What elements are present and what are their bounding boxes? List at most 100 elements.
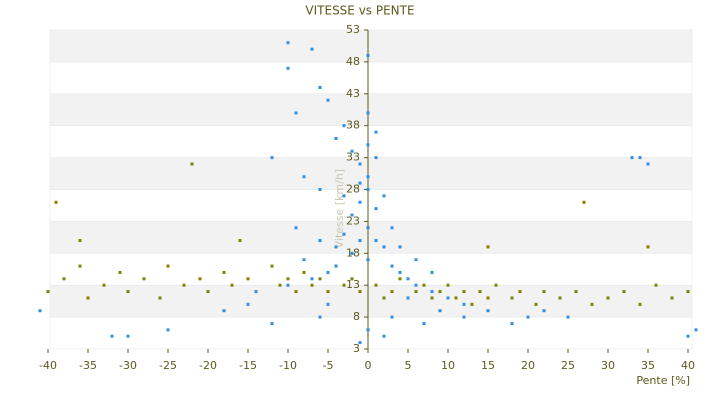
point	[302, 270, 306, 274]
grid-band	[49, 29, 693, 63]
point	[430, 290, 434, 294]
point	[630, 156, 634, 160]
point	[422, 321, 426, 325]
point	[430, 270, 434, 274]
point	[286, 283, 290, 287]
grid-band	[49, 316, 693, 350]
grid-band	[49, 125, 693, 158]
y-tick-label: 13	[346, 278, 360, 291]
point	[686, 290, 690, 294]
point	[358, 290, 362, 294]
point	[358, 200, 362, 204]
point	[286, 277, 290, 281]
point	[646, 245, 650, 249]
point	[342, 194, 346, 198]
grid-band	[49, 221, 693, 254]
point	[318, 188, 322, 191]
point	[142, 277, 146, 281]
point	[254, 290, 258, 294]
point	[478, 290, 482, 294]
point	[78, 239, 82, 243]
point	[462, 315, 466, 319]
point	[342, 124, 346, 128]
x-tick-label: -20	[199, 359, 217, 372]
point	[414, 283, 418, 287]
point	[286, 41, 290, 45]
x-tick-label: -25	[159, 359, 177, 372]
point	[246, 277, 250, 281]
point	[510, 296, 514, 300]
point	[686, 334, 690, 338]
point	[486, 309, 490, 313]
point	[190, 162, 194, 166]
x-axis-label: Pente [%]	[636, 374, 690, 387]
x-tick-label: 5	[405, 359, 412, 372]
point	[230, 283, 234, 287]
point	[54, 200, 58, 204]
point	[222, 270, 226, 274]
point	[382, 334, 386, 338]
grid-band	[49, 93, 693, 126]
point	[694, 328, 698, 332]
point	[294, 226, 298, 230]
point	[366, 258, 370, 262]
y-tick-label: 33	[346, 151, 360, 164]
x-tick-label: 40	[681, 359, 695, 372]
point	[334, 136, 338, 140]
point	[366, 143, 370, 147]
point	[526, 315, 530, 319]
x-tick-label: -30	[119, 359, 137, 372]
chart-title: VITESSE vs PENTE	[305, 4, 414, 18]
point	[342, 283, 346, 287]
point	[542, 309, 546, 313]
x-tick-label: 30	[601, 359, 615, 372]
point	[334, 245, 338, 249]
point	[374, 130, 378, 134]
x-tick-label: 15	[481, 359, 495, 372]
point	[350, 277, 354, 281]
y-axis-label: Vitesse [km/h]	[333, 169, 346, 249]
point	[326, 98, 330, 102]
point	[366, 226, 370, 230]
point	[118, 270, 122, 274]
point	[110, 334, 114, 338]
point	[158, 296, 162, 300]
point	[590, 302, 594, 306]
grid-band	[49, 61, 693, 95]
point	[326, 302, 330, 306]
y-tick-label: 53	[346, 23, 360, 36]
x-tick-label: -10	[279, 359, 297, 372]
y-tick-label: 3	[353, 342, 360, 355]
point	[406, 296, 410, 300]
point	[382, 194, 386, 198]
point	[86, 296, 90, 300]
point	[638, 156, 642, 160]
point	[222, 309, 226, 313]
point	[534, 302, 538, 306]
point	[126, 334, 130, 338]
point	[350, 213, 354, 217]
grid-band	[49, 189, 693, 222]
point	[494, 283, 498, 287]
y-tick-label: 38	[346, 119, 360, 132]
point	[438, 290, 442, 294]
x-tick-label: 25	[561, 359, 575, 372]
point	[366, 54, 370, 58]
point	[358, 239, 362, 243]
point	[390, 226, 394, 230]
x-tick-label: -15	[239, 359, 257, 372]
point	[198, 277, 202, 281]
point	[582, 200, 586, 204]
point	[358, 181, 362, 185]
point	[646, 162, 650, 166]
point	[390, 315, 394, 319]
point	[318, 315, 322, 319]
point	[606, 296, 610, 300]
point	[326, 270, 330, 274]
point	[350, 251, 354, 255]
point	[398, 245, 402, 249]
point	[366, 328, 370, 332]
point	[414, 290, 418, 294]
point	[310, 283, 314, 287]
point	[374, 207, 378, 211]
